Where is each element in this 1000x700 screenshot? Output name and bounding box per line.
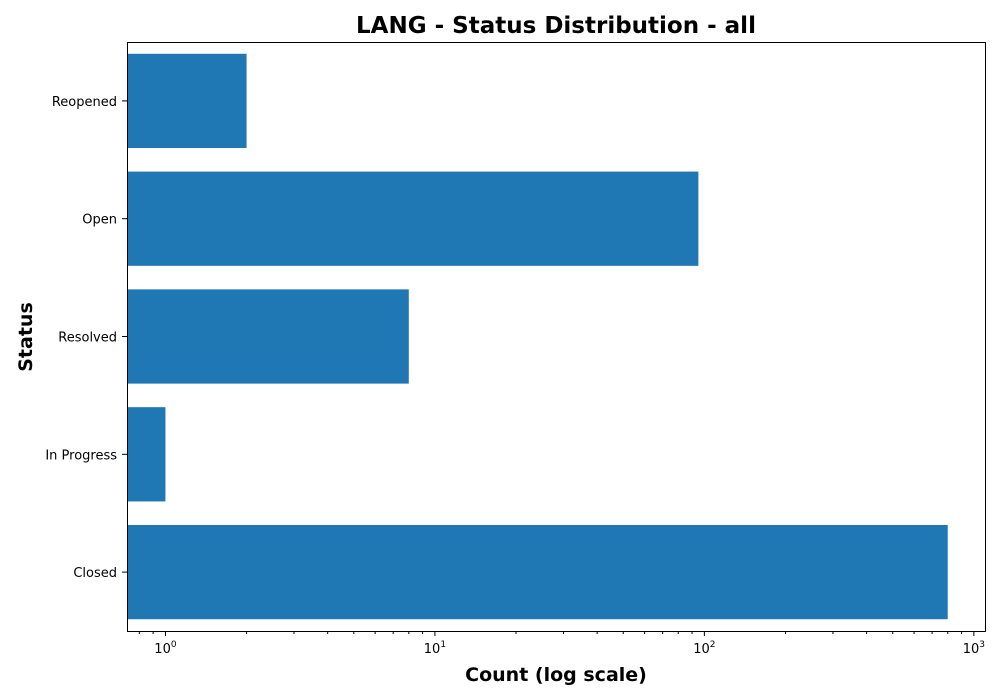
bar-resolved [127,289,409,384]
y-axis: Closed In Progress Resolved Open Reopened [45,95,127,581]
bar-open [127,171,699,266]
chart-title: LANG - Status Distribution - all [356,13,756,39]
x-tick-label: 101 [424,640,446,657]
bar-in-progress [127,407,166,502]
x-tick-label: 103 [963,640,985,657]
y-tick-label: Closed [73,566,117,581]
y-tick-label: In Progress [45,448,117,463]
x-tick-label: 100 [154,640,177,657]
bar-reopened [127,53,247,149]
x-axis-label: Count (log scale) [465,664,647,686]
bars-group [127,53,948,620]
plot-frame [127,42,986,632]
y-tick-label: Resolved [58,331,117,346]
x-tick-label: 102 [693,640,715,657]
y-tick-label: Reopened [52,95,117,110]
y-axis-label: Status [15,302,37,372]
y-tick-label: Open [82,213,117,228]
x-axis: 100 101 102 103 [138,631,985,657]
bar-closed [127,524,948,620]
